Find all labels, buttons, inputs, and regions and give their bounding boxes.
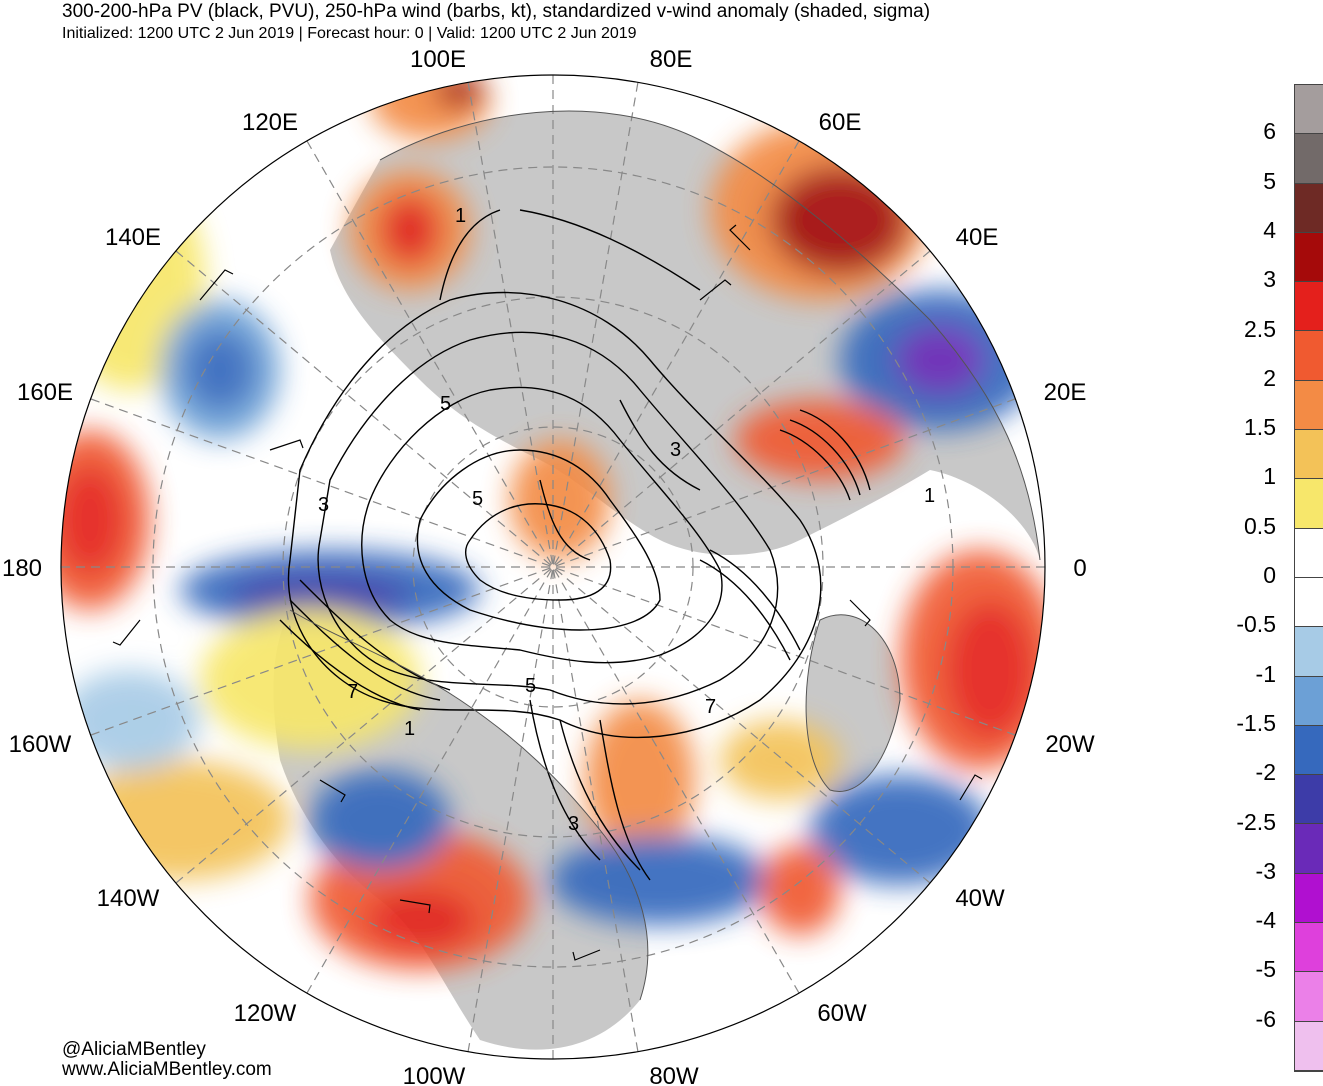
polar-map: 1 5 3 3 5 7 1 5 7 3 1 3 100E 80E 120E 60… bbox=[2, 46, 1095, 1086]
lon-label-120w: 120W bbox=[234, 1000, 297, 1027]
map-subtitle: Initialized: 1200 UTC 2 Jun 2019 | Forec… bbox=[62, 25, 637, 42]
color-scale-label: 0.5 bbox=[1244, 512, 1276, 539]
lon-label-40e: 40E bbox=[956, 224, 999, 251]
color-scale-label: 4 bbox=[1263, 216, 1276, 243]
contour-label: 7 bbox=[347, 681, 358, 703]
color-scale-label: -2.5 bbox=[1236, 808, 1276, 835]
color-scale-segment bbox=[1295, 775, 1323, 825]
contour-label: 3 bbox=[670, 439, 681, 461]
color-scale-label: -1 bbox=[1255, 660, 1276, 687]
color-scale-label: 2.5 bbox=[1244, 315, 1276, 342]
color-scale-label: -5 bbox=[1255, 956, 1276, 983]
color-scale-bar bbox=[1294, 84, 1323, 1072]
color-scale-segment bbox=[1295, 282, 1323, 332]
color-scale-segment bbox=[1295, 824, 1323, 874]
map-title: 300-200-hPa PV (black, PVU), 250-hPa win… bbox=[62, 1, 931, 22]
contour-label: 5 bbox=[472, 488, 483, 510]
color-scale-label: 0 bbox=[1263, 562, 1276, 588]
color-scale-segment bbox=[1295, 331, 1323, 381]
coastlines bbox=[289, 110, 1041, 1001]
longitude-labels: 100E 80E 120E 60E 140E 40E 160E 20E 180 … bbox=[2, 46, 1095, 1086]
lon-label-80w: 80W bbox=[649, 1063, 699, 1086]
color-scale-segment bbox=[1295, 380, 1323, 431]
lon-label-100w: 100W bbox=[403, 1063, 466, 1086]
color-scale-label: -4 bbox=[1255, 907, 1276, 934]
color-scale-segment bbox=[1295, 183, 1323, 233]
color-scale-label: -6 bbox=[1255, 1005, 1276, 1032]
map-border bbox=[60, 74, 1046, 1060]
lon-label-20e: 20E bbox=[1044, 379, 1087, 406]
contour-label: 7 bbox=[705, 696, 716, 718]
lon-label-140w: 140W bbox=[97, 885, 160, 912]
author-handle: @AliciaMBentley bbox=[62, 1039, 206, 1060]
lon-label-120e: 120E bbox=[242, 109, 298, 136]
contour-label: 1 bbox=[455, 205, 466, 227]
lon-label-160w: 160W bbox=[9, 731, 72, 758]
color-scale-label: -3 bbox=[1255, 857, 1276, 884]
author-website: www.AliciaMBentley.com bbox=[62, 1059, 272, 1080]
contour-label: 3 bbox=[318, 494, 329, 516]
color-scale-segment bbox=[1295, 134, 1323, 184]
color-scale-segment bbox=[1295, 627, 1323, 677]
color-scale-segment bbox=[1295, 923, 1323, 973]
graticule bbox=[61, 75, 1045, 1059]
color-scale-label: -2 bbox=[1255, 759, 1276, 786]
lon-label-80e: 80E bbox=[650, 46, 693, 73]
color-scale-label: -1.5 bbox=[1236, 709, 1276, 736]
lon-label-60w: 60W bbox=[817, 1000, 867, 1027]
color-scale-segment bbox=[1295, 232, 1323, 283]
lon-label-60e: 60E bbox=[819, 109, 862, 136]
lon-label-140e: 140E bbox=[105, 224, 161, 251]
color-scale-segment bbox=[1295, 873, 1323, 924]
color-scale-label: 5 bbox=[1263, 167, 1276, 194]
color-scale-segment bbox=[1295, 972, 1323, 1022]
color-scale-segment bbox=[1295, 430, 1323, 480]
color-scale-label: 1 bbox=[1263, 463, 1276, 490]
contour-label: 3 bbox=[568, 813, 579, 835]
color-scale-segment bbox=[1295, 1021, 1323, 1071]
wind-barbs bbox=[112, 224, 983, 961]
color-scale-segment bbox=[1295, 676, 1323, 726]
color-scale-label: 2 bbox=[1263, 364, 1276, 391]
map-disc bbox=[61, 75, 1045, 1059]
color-scale-segment bbox=[1295, 479, 1323, 529]
lon-label-0: 0 bbox=[1073, 555, 1086, 582]
color-scale-label: 3 bbox=[1263, 266, 1276, 293]
color-scale-segment bbox=[1295, 85, 1323, 135]
contour-label: 5 bbox=[440, 393, 451, 415]
lon-label-40w: 40W bbox=[955, 885, 1005, 912]
color-scale-segment bbox=[1295, 577, 1323, 628]
lon-label-100e: 100E bbox=[410, 46, 466, 73]
color-scale-segment bbox=[1295, 528, 1323, 578]
color-scale-label: -0.5 bbox=[1236, 611, 1276, 638]
color-scale-label: 1.5 bbox=[1244, 414, 1276, 441]
lon-label-20w: 20W bbox=[1045, 731, 1095, 758]
contour-labels: 1 5 3 3 5 7 1 5 7 3 1 3 bbox=[318, 205, 935, 835]
color-scale-label: 6 bbox=[1263, 118, 1276, 145]
lon-label-160e: 160E bbox=[17, 379, 73, 406]
pv-contours bbox=[279, 209, 871, 881]
contour-label: 5 bbox=[525, 675, 536, 697]
color-scale-segment bbox=[1295, 725, 1323, 776]
contour-label: 1 bbox=[404, 718, 415, 740]
contour-label: 1 bbox=[924, 485, 935, 507]
lon-label-180: 180 bbox=[2, 555, 42, 582]
